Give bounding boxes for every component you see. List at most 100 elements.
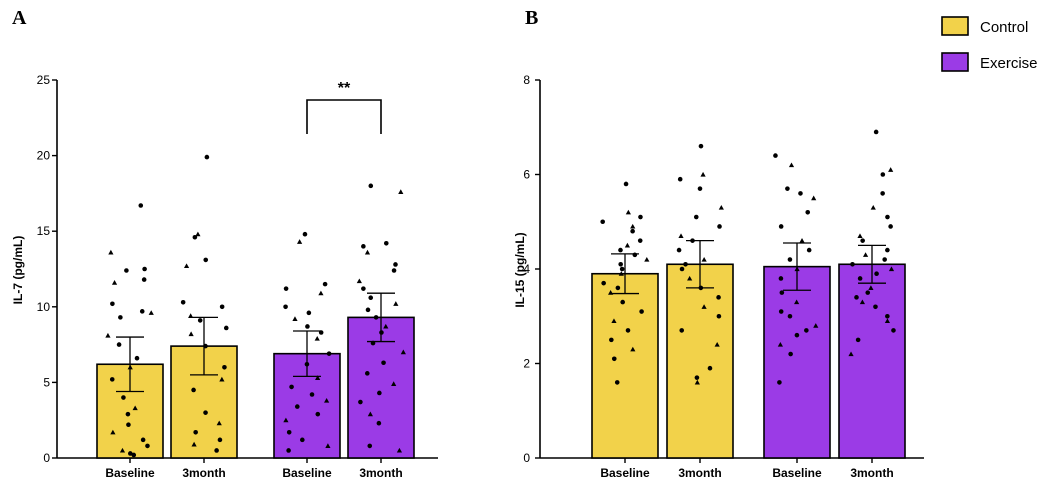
panel-b-data-point — [623, 181, 629, 187]
panel-b-data-point — [679, 328, 685, 333]
panel-b-data-point — [698, 143, 704, 149]
panel-a-data-point — [376, 420, 382, 426]
panel-b-data-point — [694, 375, 700, 380]
panel-b-data-point — [600, 219, 606, 225]
panel-b-data-point — [714, 342, 720, 347]
panel-b-data-point — [778, 276, 784, 281]
panel-a-significance-label: ** — [338, 80, 351, 97]
panel-letter-b: B — [525, 7, 538, 29]
panel-a-y-tick-label: 10 — [37, 300, 51, 314]
panel-b-data-point — [777, 342, 783, 347]
panel-b-data-point — [698, 285, 704, 291]
panel-a-data-point — [370, 340, 376, 346]
panel-a-data-point — [364, 249, 371, 255]
panel-b-category-label: 3month — [850, 466, 893, 480]
panel-b-data-point — [873, 129, 879, 135]
panel-a-data-point — [116, 342, 122, 347]
panel-a-y-tick-label: 25 — [37, 73, 51, 87]
panel-a-data-point — [398, 189, 404, 194]
panel-b-y-tick-label: 4 — [523, 262, 530, 276]
panel-a-category-label: 3month — [182, 466, 225, 480]
panel-b-data-point — [848, 351, 854, 357]
panel-a-data-point — [121, 395, 126, 400]
panel-a-data-point — [105, 332, 111, 338]
panel-a-data-point — [306, 310, 312, 316]
panel-b-bar-2 — [666, 263, 734, 459]
panel-a-data-point — [140, 437, 146, 443]
panel-a-data-point — [314, 335, 320, 341]
panel-b-data-point — [632, 252, 638, 258]
panel-a-data-point — [203, 410, 208, 415]
panel-b-data-point — [778, 309, 784, 314]
panel-a-data-point — [145, 443, 150, 449]
panel-b-data-point — [687, 275, 693, 281]
panel-b-data-point — [788, 351, 793, 357]
panel-b-data-point — [678, 233, 684, 239]
panel-a-data-point — [131, 452, 137, 458]
panel-b-data-point — [639, 309, 644, 314]
panel-b-data-point — [854, 295, 859, 300]
panel-a-data-point — [180, 299, 186, 305]
panel-a-data-point — [214, 448, 219, 453]
panel-b-data-point — [785, 186, 790, 191]
panel-a-data-point — [110, 301, 115, 307]
panel-b-data-point — [693, 214, 699, 220]
panel-a-y-axis-label: IL-7 (pg/mL) — [11, 236, 25, 305]
panel-b-data-point — [857, 233, 863, 239]
panel-b-data-point — [694, 379, 700, 385]
panel-a-plot: 0 5 10 15 20 25 Baseline 3month Baseline 3month ** — [37, 73, 438, 480]
panel-b-data-point — [625, 328, 631, 333]
panel-b-data-point — [855, 337, 861, 343]
panel-a-data-point — [318, 290, 324, 296]
panel-a-y-tick-label: 5 — [43, 375, 50, 389]
panel-b-data-point — [859, 299, 865, 305]
panel-a-data-point — [283, 304, 288, 310]
panel-b-data-point — [773, 153, 778, 158]
panel-b-data-point — [676, 247, 682, 253]
legend-label-control: Control — [980, 19, 1028, 36]
panel-a-data-point — [148, 310, 154, 315]
panel-b-data-point — [609, 337, 614, 343]
panel-b-data-point — [794, 299, 800, 305]
panel-a-y-tick-label: 20 — [37, 149, 51, 163]
panel-b-data-point — [700, 171, 706, 177]
panel-b-y-tick-label: 8 — [523, 73, 530, 87]
panel-b-data-point — [787, 313, 793, 319]
legend-label-exercise: Exercise — [980, 55, 1038, 72]
panel-b-data-point — [677, 176, 683, 182]
panel-b-data-point — [885, 247, 890, 253]
panel-b-data-point — [885, 313, 890, 319]
panel-b-category-label: Baseline — [600, 466, 650, 480]
panel-b-data-point — [777, 380, 782, 385]
panel-b-data-point — [701, 304, 707, 309]
panel-a-data-point — [222, 364, 227, 370]
panel-b-data-point — [630, 346, 636, 352]
panel-b-data-point — [798, 191, 803, 196]
panel-a-data-point — [141, 277, 147, 282]
panel-b-data-point — [611, 356, 617, 362]
panel-b-data-point — [615, 285, 621, 291]
panel-a-data-point — [315, 375, 321, 380]
panel-a-data-point — [383, 240, 389, 246]
panel-b-data-point — [788, 162, 795, 168]
panel-b-data-point — [874, 271, 879, 277]
legend: Control Exercise — [941, 16, 1038, 72]
panel-b-data-point — [813, 323, 819, 328]
panel-b-data-point — [888, 224, 893, 229]
panel-a-data-point — [188, 313, 194, 318]
panel-b-y-tick-label: 2 — [523, 357, 530, 371]
panel-b-data-point — [880, 191, 885, 196]
panel-b-data-point — [860, 238, 865, 243]
panel-a-data-point — [111, 280, 118, 285]
panel-b-data-point — [885, 214, 890, 220]
panel-b-data-point — [683, 261, 688, 267]
panel-a-significance-bracket — [306, 99, 382, 134]
panel-b-data-point — [611, 318, 617, 324]
panel-b-data-point — [873, 304, 878, 310]
panel-a-data-point — [191, 441, 197, 447]
panel-b-y-tick-label: 6 — [523, 168, 530, 182]
legend-swatch-control — [941, 16, 969, 36]
panel-a-data-point — [326, 351, 332, 356]
panel-a-data-point — [367, 411, 373, 417]
panel-b-y-tick-label: 0 — [523, 451, 530, 465]
